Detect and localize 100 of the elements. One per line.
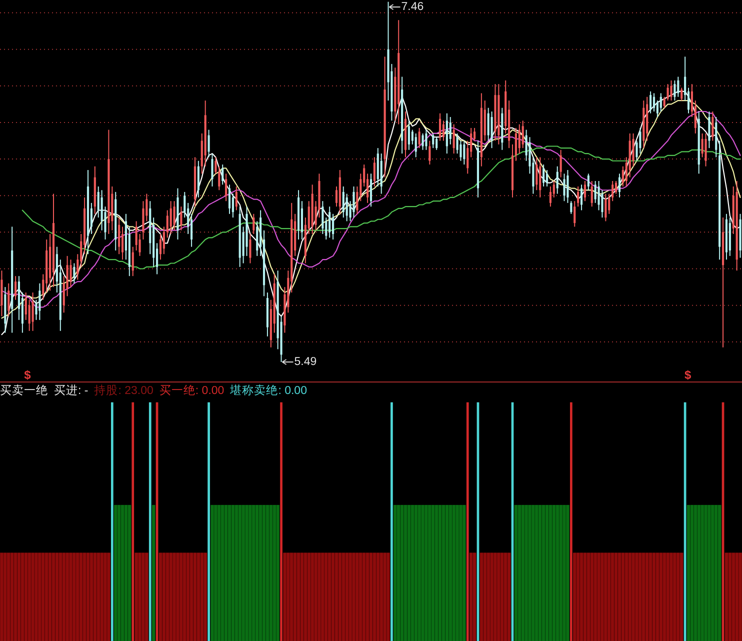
text: 持股: 23.00 bbox=[94, 384, 154, 397]
candlestick bbox=[590, 180, 593, 208]
text: $ bbox=[684, 368, 692, 382]
candlestick bbox=[666, 84, 669, 102]
candlestick bbox=[28, 299, 30, 332]
candlestick bbox=[650, 90, 652, 114]
candlestick bbox=[594, 180, 596, 204]
candlestick bbox=[222, 164, 224, 186]
candlestick bbox=[549, 186, 552, 208]
candlestick bbox=[162, 226, 165, 255]
candlestick bbox=[346, 193, 348, 222]
candlestick bbox=[566, 170, 569, 204]
candlestick bbox=[618, 173, 621, 198]
candlestick bbox=[218, 166, 220, 191]
candlestick bbox=[428, 140, 431, 166]
candlestick bbox=[449, 116, 452, 145]
candlestick bbox=[680, 87, 683, 102]
candlestick bbox=[708, 111, 710, 149]
text: 买进: - bbox=[54, 384, 88, 397]
candlestick bbox=[674, 80, 676, 102]
candlestick bbox=[670, 80, 672, 102]
candlestick bbox=[352, 186, 355, 218]
candlestick bbox=[328, 206, 331, 238]
candlestick bbox=[487, 107, 490, 142]
candlestick bbox=[452, 124, 455, 154]
candlestick bbox=[214, 156, 217, 174]
candlestick bbox=[704, 132, 707, 167]
candlestick bbox=[408, 120, 410, 150]
candlestick bbox=[570, 200, 572, 214]
candlestick bbox=[442, 120, 445, 142]
candlestick bbox=[73, 262, 76, 284]
candlestick bbox=[252, 213, 255, 235]
candlestick bbox=[614, 180, 618, 194]
candlestick bbox=[701, 132, 704, 158]
candlestick bbox=[539, 156, 542, 198]
candlestick bbox=[490, 111, 493, 149]
candlestick bbox=[712, 111, 714, 142]
candlestick bbox=[135, 220, 138, 251]
candlestick bbox=[612, 180, 614, 202]
candlestick bbox=[322, 200, 324, 235]
candlestick bbox=[660, 92, 662, 112]
candlestick bbox=[536, 156, 538, 191]
candlestick bbox=[70, 259, 72, 288]
candlestick bbox=[211, 153, 214, 187]
candlestick bbox=[587, 173, 590, 191]
candlestick bbox=[132, 246, 134, 277]
candlestick bbox=[656, 100, 658, 118]
candlestick bbox=[235, 186, 238, 211]
candlestick bbox=[121, 226, 124, 260]
candlestick bbox=[608, 193, 610, 214]
candlestick bbox=[370, 173, 372, 208]
candlestick bbox=[574, 200, 576, 228]
candlestick bbox=[100, 190, 103, 231]
candlestick bbox=[432, 132, 434, 149]
candlestick bbox=[542, 164, 545, 187]
candlestick bbox=[197, 160, 200, 198]
candlestick bbox=[97, 186, 100, 218]
candlestick bbox=[422, 132, 424, 150]
candlestick bbox=[518, 124, 520, 154]
candlestick bbox=[436, 136, 438, 150]
candlestick bbox=[118, 217, 120, 255]
candlestick bbox=[159, 234, 162, 260]
candlestick bbox=[580, 184, 583, 211]
candlestick bbox=[522, 120, 524, 149]
candlestick bbox=[373, 156, 376, 187]
candlestick bbox=[166, 210, 168, 238]
candlestick bbox=[225, 173, 228, 202]
candlestick bbox=[463, 140, 466, 166]
candlestick bbox=[556, 166, 558, 194]
candlestick bbox=[228, 184, 231, 214]
annotation: 5.49 bbox=[294, 356, 317, 368]
candlestick bbox=[24, 292, 27, 320]
candlestick bbox=[342, 186, 344, 218]
chart-title: 买卖一绝 bbox=[0, 384, 48, 397]
candlestick bbox=[38, 282, 41, 320]
candlestick bbox=[584, 180, 586, 202]
candlestick bbox=[639, 127, 642, 154]
candlestick bbox=[414, 132, 417, 158]
candlestick bbox=[300, 200, 304, 240]
annotation: 7.46 bbox=[401, 1, 424, 13]
candlestick bbox=[208, 129, 210, 158]
candlestick bbox=[514, 127, 517, 162]
candlestick bbox=[663, 96, 666, 108]
candlestick bbox=[170, 200, 172, 235]
candlestick bbox=[173, 200, 176, 231]
candlestick bbox=[249, 234, 252, 264]
candlestick bbox=[652, 92, 656, 112]
candlestick bbox=[256, 220, 258, 256]
series-label: 堪称卖绝: 0.00 bbox=[229, 384, 307, 397]
candlestick bbox=[332, 213, 334, 240]
candlestick bbox=[677, 76, 680, 98]
candlestick bbox=[425, 129, 428, 150]
candlestick bbox=[546, 170, 548, 187]
text: $ bbox=[24, 368, 32, 382]
candlestick bbox=[418, 127, 420, 149]
candlestick bbox=[577, 186, 580, 208]
candlestick bbox=[560, 149, 562, 178]
candlestick bbox=[32, 292, 34, 332]
candlestick bbox=[14, 276, 17, 300]
candlestick bbox=[438, 112, 442, 142]
